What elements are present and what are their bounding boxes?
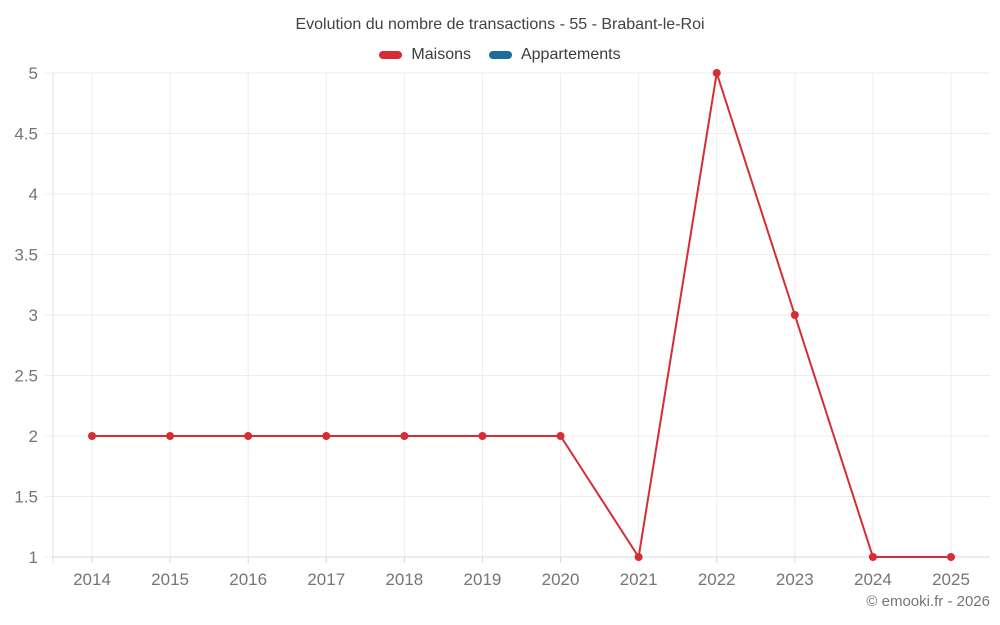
legend-marker-appartements — [488, 51, 512, 59]
svg-text:2024: 2024 — [854, 570, 892, 589]
copyright: © emooki.fr - 2026 — [866, 593, 990, 610]
legend-label-maisons: Maisons — [411, 46, 471, 63]
svg-text:5: 5 — [29, 64, 38, 83]
legend-label-appartements: Appartements — [520, 46, 621, 63]
svg-text:2025: 2025 — [932, 570, 970, 589]
svg-text:2.5: 2.5 — [14, 367, 38, 386]
legend-item-maisons[interactable]: Maisons — [379, 46, 471, 64]
svg-text:2022: 2022 — [698, 570, 736, 589]
svg-text:2023: 2023 — [776, 570, 814, 589]
svg-text:4: 4 — [29, 185, 38, 204]
svg-text:2015: 2015 — [151, 570, 189, 589]
legend-item-appartements[interactable]: Appartements — [488, 46, 621, 64]
svg-text:2021: 2021 — [620, 570, 658, 589]
chart-title: Evolution du nombre de transactions - 55… — [295, 16, 705, 33]
svg-text:2: 2 — [29, 427, 38, 446]
svg-text:1.5: 1.5 — [14, 488, 38, 507]
svg-text:3.5: 3.5 — [14, 246, 38, 265]
svg-text:2017: 2017 — [307, 570, 345, 589]
svg-text:2020: 2020 — [542, 570, 580, 589]
svg-text:2014: 2014 — [73, 570, 111, 589]
svg-text:2018: 2018 — [385, 570, 423, 589]
svg-text:4.5: 4.5 — [14, 125, 38, 144]
svg-text:2019: 2019 — [464, 570, 502, 589]
legend-marker-maisons — [379, 51, 403, 59]
svg-text:2016: 2016 — [229, 570, 267, 589]
svg-text:1: 1 — [29, 548, 38, 567]
svg-text:3: 3 — [29, 306, 38, 325]
chart-legend: Maisons Appartements — [0, 45, 1000, 65]
